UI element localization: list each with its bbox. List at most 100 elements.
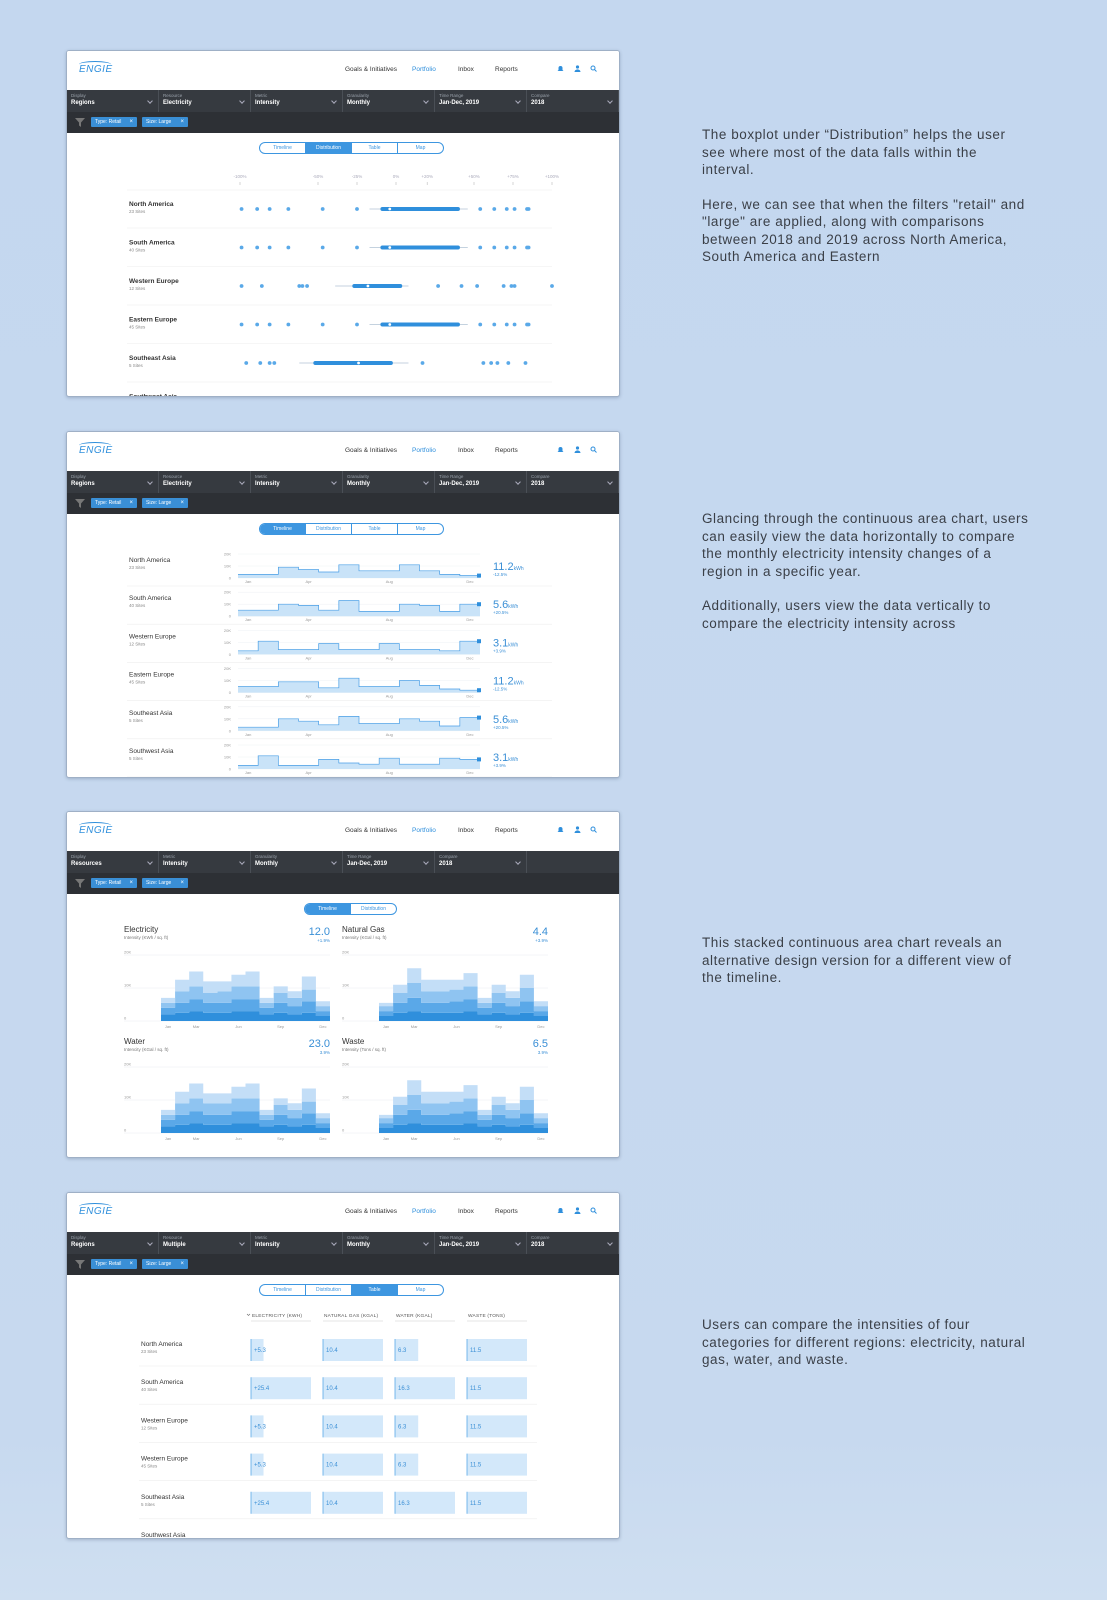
x-tick-label: Aug (386, 732, 393, 737)
user-icon[interactable] (574, 446, 581, 453)
data-point (286, 322, 291, 327)
nav-link[interactable]: Inbox (458, 66, 474, 73)
box (380, 245, 460, 250)
filter[interactable]: Metric Intensity (251, 90, 343, 112)
filter[interactable]: Compare 2018 (527, 1232, 619, 1254)
description: Glancing through the continuous area cha… (702, 510, 1030, 649)
tab[interactable]: Map (415, 526, 426, 532)
filter[interactable]: Time Range Jan-Dec, 2019 (435, 90, 527, 112)
nav-link[interactable]: Goals & Initiatives (345, 66, 398, 73)
filter-label: Metric (255, 1235, 268, 1240)
filter[interactable]: Metric Intensity (251, 471, 343, 493)
filter-chip[interactable]: Size: Large (142, 117, 188, 127)
x-tick-label: Jan (383, 1136, 389, 1141)
tab[interactable]: Distribution (306, 524, 352, 534)
filter[interactable]: Display Regions (67, 1232, 159, 1254)
filter[interactable]: Display Regions (67, 90, 159, 112)
tab[interactable]: Distribution (306, 1285, 352, 1295)
x-tick-label: Dec (319, 1136, 326, 1141)
bell-icon[interactable] (557, 1207, 564, 1214)
filter[interactable]: Granularity Monthly (343, 90, 435, 112)
y-tick-label: 0 (229, 576, 232, 581)
tab[interactable]: Map (415, 1287, 426, 1293)
median (388, 323, 392, 326)
nav-link[interactable]: Reports (495, 447, 518, 454)
filter[interactable]: Display Regions (67, 471, 159, 493)
search-icon[interactable] (590, 65, 597, 72)
tab[interactable]: Map (415, 145, 426, 151)
nav-link[interactable]: Portfolio (412, 827, 436, 834)
tab[interactable]: Distribution (306, 143, 352, 153)
filter[interactable]: Metric Intensity (159, 851, 251, 873)
nav-link[interactable]: Reports (495, 1208, 518, 1215)
x-tick-label: Dec (466, 655, 473, 660)
filter[interactable]: Compare 2018 (527, 90, 619, 112)
tab[interactable]: Timeline (260, 143, 306, 153)
filter-chip[interactable]: Type: Retail (91, 117, 137, 127)
tab-bar: Timeline Distribution Table Map (259, 142, 444, 154)
filter-chip[interactable]: Type: Retail (91, 1259, 137, 1269)
filter[interactable]: Compare 2018 (527, 471, 619, 493)
filter-chip[interactable]: Size: Large (142, 1259, 188, 1269)
y-tick-label: 0 (229, 652, 232, 657)
tab[interactable]: Table (352, 1285, 398, 1295)
region-name: Western Europe (141, 1456, 188, 1463)
x-tick-label: Dec (466, 694, 473, 699)
data-point (239, 322, 244, 327)
filter-chip[interactable]: Type: Retail (91, 878, 137, 888)
user-icon[interactable] (574, 65, 581, 72)
data-point (300, 284, 305, 288)
filter-icon (75, 118, 85, 127)
filter-bar: Display Regions Resource Multiple Metric Inte… (67, 1232, 619, 1254)
filter[interactable]: Resource Electricity (159, 471, 251, 493)
cell-value: +25.4 (254, 1386, 270, 1392)
x-tick-label: Mar (411, 1136, 419, 1141)
nav-link[interactable]: Reports (495, 827, 518, 834)
filter[interactable]: Compare 2018 (435, 851, 527, 873)
bell-icon[interactable] (557, 65, 564, 72)
tab[interactable]: Timeline (260, 1285, 306, 1295)
cell-bar (395, 1491, 455, 1514)
area-line (238, 677, 480, 691)
filter-chip[interactable]: Type: Retail (91, 498, 137, 508)
filter[interactable]: Granularity Monthly (343, 1232, 435, 1254)
search-icon[interactable] (590, 446, 597, 453)
search-icon[interactable] (590, 826, 597, 833)
bell-icon[interactable] (557, 826, 564, 833)
filter[interactable]: Granularity Monthly (343, 471, 435, 493)
nav-link[interactable]: Portfolio (412, 66, 436, 73)
nav-link[interactable]: Inbox (458, 447, 474, 454)
filter-chip[interactable]: Size: Large (142, 878, 188, 888)
nav-link[interactable]: Portfolio (412, 447, 436, 454)
logo: ENGIE (79, 822, 113, 836)
region-name: Western Europe (129, 278, 179, 285)
tab[interactable]: Timeline (305, 904, 351, 914)
filter[interactable]: Time Range Jan-Dec, 2019 (343, 851, 435, 873)
tab[interactable]: Table (352, 143, 398, 153)
bell-icon[interactable] (557, 446, 564, 453)
filter[interactable]: Time Range Jan-Dec, 2019 (435, 471, 527, 493)
nav-link[interactable]: Goals & Initiatives (345, 447, 398, 454)
nav-link[interactable]: Reports (495, 66, 518, 73)
x-tick-label: Apr (305, 770, 312, 775)
nav-link[interactable]: Inbox (458, 827, 474, 834)
filter-chip[interactable]: Size: Large (142, 498, 188, 508)
filter[interactable]: Resource Multiple (159, 1232, 251, 1254)
filter[interactable]: Display Resources (67, 851, 159, 873)
nav-link[interactable]: Goals & Initiatives (345, 827, 398, 834)
tab[interactable]: Timeline (260, 524, 306, 534)
search-icon[interactable] (590, 1207, 597, 1214)
user-icon[interactable] (574, 1207, 581, 1214)
cell-bar (395, 1415, 419, 1438)
tab[interactable]: Distribution (360, 906, 386, 912)
tab[interactable]: Table (352, 524, 398, 534)
user-icon[interactable] (574, 826, 581, 833)
nav-link[interactable]: Inbox (458, 1208, 474, 1215)
nav-link[interactable]: Portfolio (412, 1208, 436, 1215)
filter[interactable]: Resource Electricity (159, 90, 251, 112)
filter[interactable]: Time Range Jan-Dec, 2019 (435, 1232, 527, 1254)
filter-label: Metric (255, 474, 268, 479)
filter[interactable]: Granularity Monthly (251, 851, 343, 873)
nav-link[interactable]: Goals & Initiatives (345, 1208, 398, 1215)
filter[interactable]: Metric Intensity (251, 1232, 343, 1254)
